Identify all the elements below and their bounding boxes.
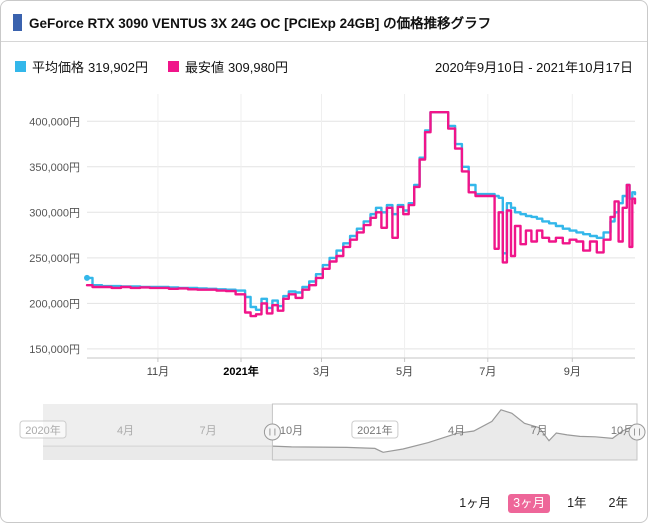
x-axis-label: 11月	[147, 366, 169, 378]
range-button-1y[interactable]: 1年	[567, 496, 587, 510]
average-price-value: 319,902円	[88, 60, 149, 75]
x-axis-label: 3月	[313, 366, 330, 378]
lowest-price-line	[85, 111, 637, 318]
navigator-tick-label: 10月	[611, 425, 634, 437]
lowest-price-swatch-icon	[168, 61, 180, 72]
navigator-mask	[43, 404, 273, 460]
range-button-2y[interactable]: 2年	[608, 496, 628, 510]
lowest-price-value: 309,980円	[228, 60, 289, 75]
navigator-chart[interactable]: 2020年 4月 7月 10月 2021年 4月 7月 10月	[1, 390, 648, 470]
page-title: GeForce RTX 3090 VENTUS 3X 24G OC [PCIEx…	[29, 16, 492, 31]
navigator-tick-label: 4月	[117, 425, 134, 437]
x-axis-label: 7月	[479, 366, 496, 378]
main-chart[interactable]: 150,000円 200,000円 250,000円 300,000円 350,000円…	[1, 78, 648, 390]
title-bullet-icon	[13, 13, 22, 31]
range-button-3m[interactable]: 3ヶ月	[508, 494, 551, 513]
header-divider	[1, 41, 647, 42]
range-button-1m[interactable]: 1ヶ月	[459, 496, 492, 510]
average-price-label: 平均価格	[32, 60, 85, 75]
legend-row: 平均価格 319,902円 最安値 309,980円 2020年9月10日 - …	[1, 42, 647, 78]
x-axis-label: 9月	[564, 366, 581, 378]
y-axis-label: 300,000円	[29, 207, 80, 219]
range-buttons: 1ヶ月 3ヶ月 1年 2年	[454, 494, 633, 513]
navigator-year-label-box	[19, 420, 67, 439]
y-axis-label: 350,000円	[29, 162, 80, 174]
lowest-price-label: 最安値	[185, 60, 225, 75]
navigator-left-handle[interactable]	[263, 423, 281, 441]
series-start-marker	[84, 274, 90, 281]
header: GeForce RTX 3090 VENTUS 3X 24G OC [PCIEx…	[1, 1, 647, 41]
y-axis-label: 400,000円	[29, 116, 80, 128]
navigator-tick-label: 10月	[280, 425, 303, 437]
average-price-line	[85, 111, 637, 311]
average-price-swatch-icon	[15, 61, 26, 72]
y-axis-label: 250,000円	[29, 253, 80, 265]
legend-item-average: 平均価格 319,902円	[15, 57, 148, 76]
date-range: 2020年9月10日 - 2021年10月17日	[434, 60, 633, 75]
y-axis-label: 150,000円	[29, 344, 80, 356]
navigator-right-handle[interactable]	[628, 423, 646, 441]
y-axis-label: 200,000円	[29, 298, 80, 310]
navigator-year-label-box	[351, 420, 399, 439]
x-axis-label: 5月	[396, 366, 413, 378]
navigator-tick-label: 4月	[448, 425, 465, 437]
navigator-tick-label: 2021年	[357, 423, 392, 437]
navigator-tick-label: 2020年	[25, 423, 60, 437]
navigator-tick-label: 7月	[200, 425, 217, 437]
navigator-tick-label: 7月	[531, 425, 548, 437]
legend-item-lowest: 最安値 309,980円	[168, 57, 288, 76]
x-axis-label: 2021年	[223, 364, 258, 378]
